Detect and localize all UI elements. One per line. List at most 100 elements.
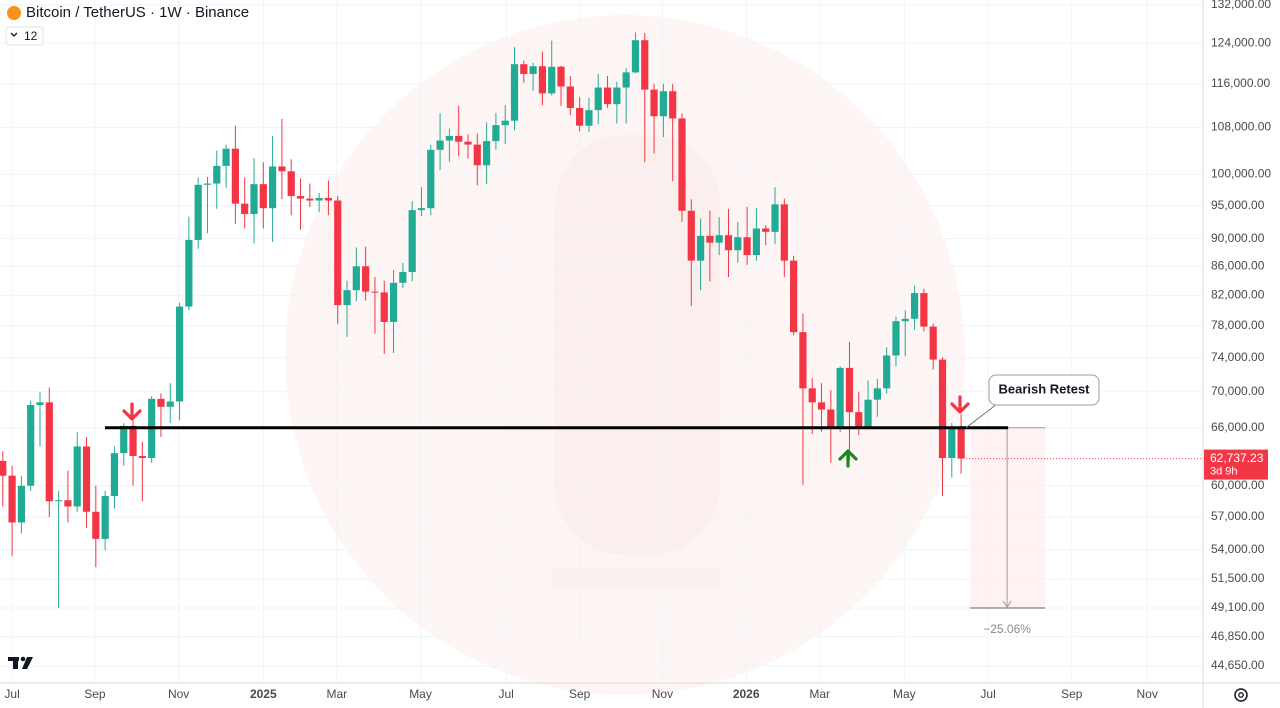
candle-body [538, 66, 547, 94]
candle-body [110, 453, 119, 497]
candle-body [855, 412, 863, 427]
candle-body [324, 197, 333, 201]
x-tick-label: Sep [569, 687, 591, 701]
candle-body [938, 359, 947, 458]
candle-body [771, 204, 779, 232]
y-tick-label: 100,000.00 [1211, 167, 1271, 181]
candle-body [259, 184, 267, 209]
coin-icon [7, 6, 21, 20]
candle-body [27, 405, 35, 486]
x-tick-label: Jul [498, 687, 513, 701]
y-tick-label: 70,000.00 [1211, 384, 1265, 398]
candle-body [557, 66, 565, 87]
candle-body [8, 475, 16, 523]
candle-body [510, 64, 519, 121]
candle-body [566, 86, 574, 108]
x-tick-label: Sep [1061, 687, 1083, 701]
candle-body [222, 148, 230, 166]
x-tick-label: 2026 [733, 687, 760, 701]
signal-arrow [122, 402, 142, 421]
candle-body [64, 500, 72, 507]
last-price-countdown: 3d 9h [1210, 466, 1238, 478]
candle-body [120, 425, 128, 454]
candle-body [659, 91, 667, 117]
candle-body [873, 388, 881, 400]
candle-body [455, 135, 463, 142]
candle-body [734, 237, 742, 251]
gear-outer[interactable] [1234, 688, 1248, 702]
y-tick-label: 51,500.00 [1211, 571, 1265, 585]
watermark [285, 15, 965, 695]
chart-title: Bitcoin / TetherUS · 1W · Binance [26, 4, 249, 21]
last-price-label: 62,737.23 [1210, 451, 1264, 465]
candle-body [883, 355, 891, 389]
y-tick-label: 86,000.00 [1211, 258, 1265, 272]
candle-body [138, 456, 146, 458]
candle-body [55, 500, 63, 502]
projection-label: −25.06% [983, 622, 1031, 636]
candle-body [799, 332, 807, 389]
candle-body [101, 496, 109, 539]
candle-body [175, 306, 184, 402]
candle-body [380, 292, 388, 322]
signal-arrow [838, 449, 858, 468]
candle-body [910, 293, 919, 319]
candle-body [334, 200, 342, 306]
callout-text: Bearish Retest [998, 381, 1090, 396]
candle-body [613, 87, 621, 105]
candle-body [231, 148, 239, 204]
x-tick-label: 2025 [250, 687, 277, 701]
candle-body [603, 87, 612, 105]
x-tick-label: Nov [1137, 687, 1158, 701]
candle-body [194, 184, 202, 240]
candle-body [287, 171, 295, 197]
candles [0, 32, 965, 609]
candle-body [129, 425, 137, 457]
x-tick-label: Mar [809, 687, 830, 701]
candle-body [17, 485, 25, 523]
candle-body [520, 64, 528, 74]
candle-body [817, 402, 826, 410]
y-tick-label: 116,000.00 [1211, 76, 1270, 90]
candle-body [417, 208, 426, 211]
candle-body [166, 401, 174, 407]
projection: −25.06% [970, 427, 1046, 636]
candle-body [501, 120, 509, 126]
candle-body [352, 266, 360, 291]
interval-badge-box[interactable] [5, 26, 44, 46]
candle-body [278, 166, 286, 172]
candle-body [36, 402, 44, 406]
candle-body [464, 141, 472, 145]
candle-body [957, 426, 965, 459]
candle-body [492, 125, 500, 142]
watermark-shape [555, 135, 720, 555]
candle-body [203, 183, 212, 185]
y-tick-label: 82,000.00 [1211, 288, 1265, 302]
y-tick-label: 124,000.00 [1211, 35, 1271, 49]
candle-body [389, 282, 398, 322]
y-tick-label: 49,100.00 [1211, 600, 1265, 614]
gear-inner[interactable] [1238, 692, 1244, 698]
candle-body [696, 235, 705, 261]
candle-body [762, 228, 770, 232]
candle-body [836, 367, 844, 427]
interval-badge[interactable]: 12 [24, 29, 38, 43]
candle-body [715, 235, 723, 243]
candle-body [650, 89, 658, 117]
candle-body [929, 326, 937, 360]
candle-body [641, 40, 649, 90]
settings-button[interactable] [1234, 688, 1248, 702]
candle-body [706, 235, 714, 243]
candle-body [594, 87, 602, 111]
candle-body [687, 210, 695, 261]
callout-pointer [965, 403, 998, 429]
candle-body [724, 235, 733, 251]
candle-body [473, 144, 481, 166]
candle-body [631, 40, 640, 73]
candle-body [269, 166, 277, 209]
candle-body [0, 460, 7, 476]
candle-body [845, 367, 854, 413]
x-tick-label: May [409, 687, 432, 701]
candle-body [901, 318, 909, 322]
